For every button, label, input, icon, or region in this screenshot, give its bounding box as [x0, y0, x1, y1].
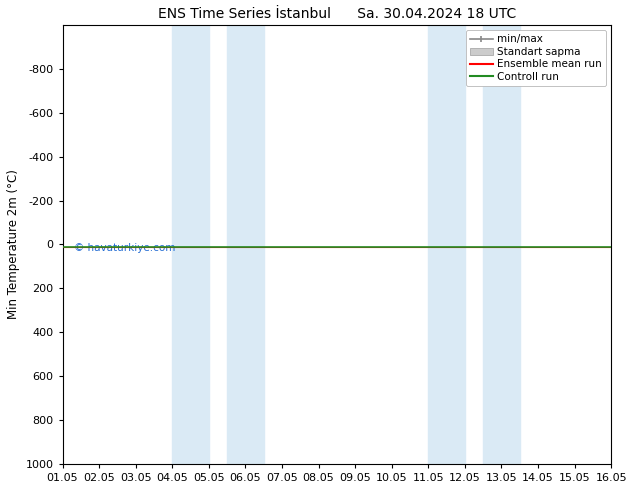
Bar [429, 25, 465, 464]
Y-axis label: Min Temperature 2m (°C): Min Temperature 2m (°C) [7, 170, 20, 319]
Bar [227, 25, 264, 464]
Bar [483, 25, 520, 464]
Bar [172, 25, 209, 464]
Title: ENS Time Series İstanbul      Sa. 30.04.2024 18 UTC: ENS Time Series İstanbul Sa. 30.04.2024 … [158, 7, 516, 21]
Legend: min/max, Standart sapma, Ensemble mean run, Controll run: min/max, Standart sapma, Ensemble mean r… [466, 30, 606, 86]
Text: © havaturkiye.com: © havaturkiye.com [74, 243, 175, 253]
